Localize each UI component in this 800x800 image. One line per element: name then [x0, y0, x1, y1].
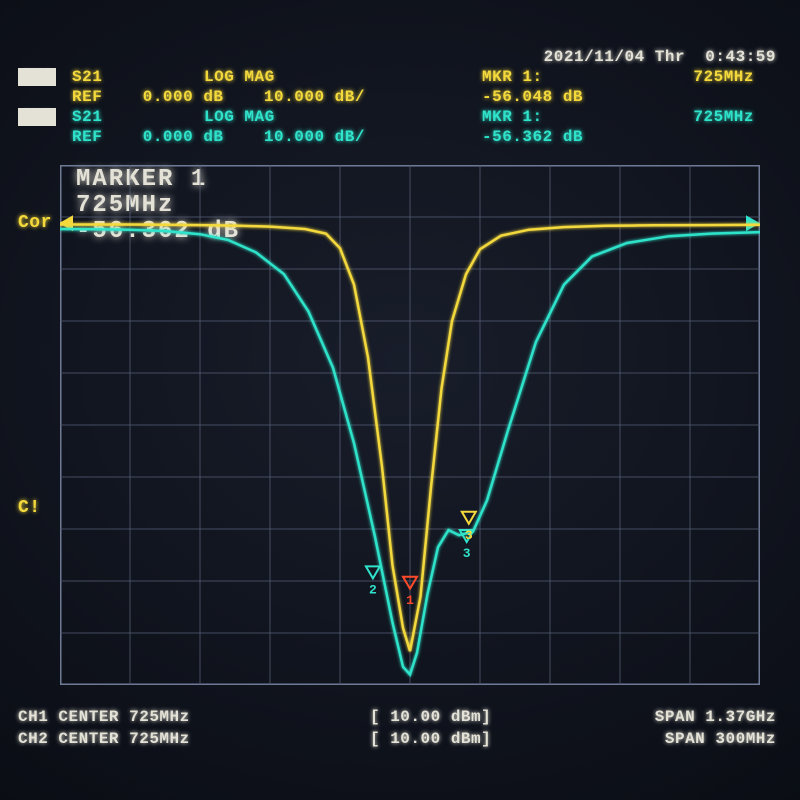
c-bang-label: C! — [18, 498, 41, 518]
cor-label: Cor — [18, 213, 52, 233]
svg-text:1: 1 — [406, 593, 414, 608]
ch1-format: LOG MAG — [204, 68, 275, 86]
ch2-center: CH2 CENTER 725MHz — [18, 730, 190, 748]
ch1-mkr-freq: 725MHz — [693, 68, 754, 86]
datetime: 2021/11/04 Thr 0:43:59 — [544, 48, 776, 66]
ch2-format: LOG MAG — [204, 108, 275, 126]
ch2-mkr-val: -56.362 dB — [482, 128, 583, 146]
ch2-mkr-label: MKR 1: — [482, 108, 543, 126]
ch2-ref: REF 0.000 dB 10.000 dB/ — [72, 128, 365, 146]
ch2-span: SPAN 300MHz — [665, 730, 776, 748]
ch1-meas: S21 — [72, 68, 102, 86]
ch1-span: SPAN 1.37GHz — [655, 708, 776, 726]
ch2-tag: CH2 — [18, 108, 56, 126]
ch1-ref: REF 0.000 dB 10.000 dB/ — [72, 88, 365, 106]
analyzer-screen: { "colors":{ "bg_screen":"#0a0d14", "fra… — [0, 0, 800, 800]
ch1-power: [ 10.00 dBm] — [370, 708, 491, 726]
ch2-mkr-freq: 725MHz — [693, 108, 754, 126]
ch2-meas: S21 — [72, 108, 102, 126]
ch1-center: CH1 CENTER 725MHz — [18, 708, 190, 726]
ch1-mkr-label: MKR 1: — [482, 68, 543, 86]
trace-plot: 2 3 3 1 — [60, 165, 760, 685]
svg-text:3: 3 — [465, 528, 473, 543]
ch2-power: [ 10.00 dBm] — [370, 730, 491, 748]
ch1-mkr-val: -56.048 dB — [482, 88, 583, 106]
svg-text:3: 3 — [463, 546, 471, 561]
svg-text:2: 2 — [369, 582, 377, 597]
ch1-tag: CH1 — [18, 68, 56, 86]
